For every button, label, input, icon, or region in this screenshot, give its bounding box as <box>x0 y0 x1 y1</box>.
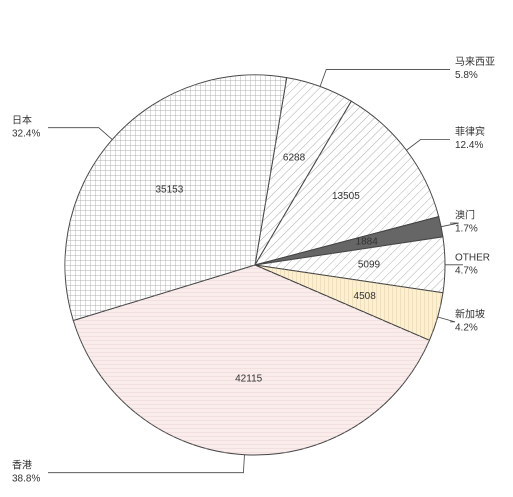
percent-label: 1.7% <box>455 224 478 235</box>
percent-label: 12.4% <box>455 140 483 151</box>
value-label: 5099 <box>358 260 381 271</box>
value-label: 42115 <box>235 373 263 384</box>
percent-label: 4.7% <box>455 265 478 276</box>
percent-label: 32.4% <box>12 128 40 139</box>
value-label: 4508 <box>354 291 377 302</box>
category-label: 香港 <box>12 459 32 471</box>
leader-line <box>48 127 113 140</box>
value-label: 6288 <box>283 153 306 164</box>
value-label: 35153 <box>155 184 183 195</box>
percent-label: 38.8% <box>12 473 40 484</box>
percent-label: 4.2% <box>455 323 478 334</box>
percent-label: 5.8% <box>455 70 478 81</box>
leader-line <box>319 69 450 87</box>
category-label: 菲律宾 <box>455 125 485 138</box>
leader-line <box>406 138 450 151</box>
value-label: 1884 <box>356 237 379 248</box>
leader-line <box>441 222 459 228</box>
category-label: OTHER <box>455 252 490 263</box>
value-label: 13505 <box>332 191 360 202</box>
category-label: 新加坡 <box>455 308 485 321</box>
category-label: 澳门 <box>455 209 475 222</box>
category-label: 日本 <box>12 113 32 126</box>
leader-line <box>48 454 245 474</box>
leader-line <box>437 316 456 323</box>
category-label: 马来西亚 <box>455 56 495 68</box>
